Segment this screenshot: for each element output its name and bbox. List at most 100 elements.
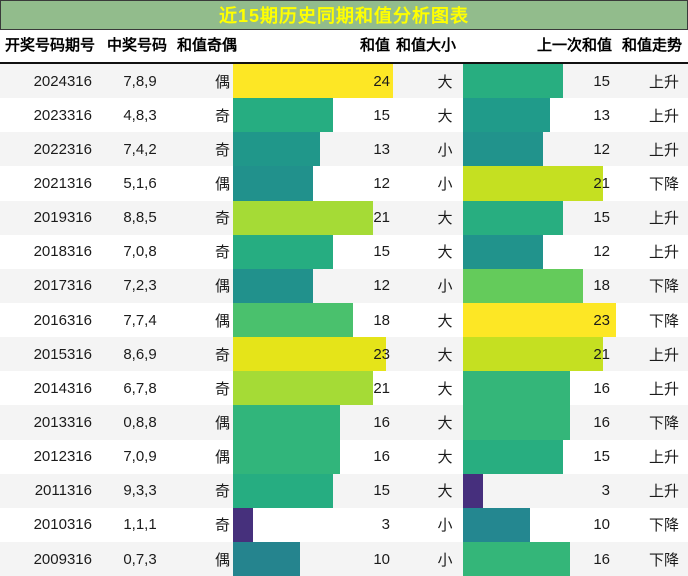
last-sum-value: 15 bbox=[593, 72, 610, 90]
last-sum-value: 16 bbox=[593, 550, 610, 568]
size-cell: 大 bbox=[437, 380, 453, 398]
sum-value: 10 bbox=[373, 550, 390, 568]
last-sum-bar bbox=[463, 302, 616, 338]
sum-value: 3 bbox=[381, 516, 390, 534]
sum-value: 16 bbox=[373, 413, 390, 431]
parity-cell: 奇 bbox=[214, 141, 230, 159]
header-trend: 和值走势 bbox=[622, 37, 683, 54]
last-sum-value: 15 bbox=[593, 209, 610, 227]
parity-cell: 偶 bbox=[214, 414, 230, 432]
parity-cell: 奇 bbox=[214, 517, 230, 535]
sum-bar bbox=[233, 405, 340, 440]
sum-value: 15 bbox=[373, 482, 390, 500]
numbers-cell: 8,6,9 bbox=[123, 345, 157, 363]
header-last-sum: 上一次和值 bbox=[537, 37, 613, 54]
parity-cell: 奇 bbox=[214, 483, 230, 501]
parity-cell: 偶 bbox=[214, 312, 230, 330]
last-sum-bar bbox=[463, 64, 563, 99]
size-cell: 小 bbox=[437, 141, 453, 159]
table-row: 2017316 7,2,3 偶 12 小 18 下降 bbox=[0, 268, 688, 303]
last-sum-value: 21 bbox=[593, 345, 610, 363]
table-rows: 2024316 7,8,9 偶 24 大 15 上升 2023316 4,8,3… bbox=[0, 62, 688, 576]
sum-bar bbox=[233, 507, 253, 542]
period-cell: 2016316 bbox=[33, 311, 92, 329]
sum-value: 12 bbox=[373, 277, 390, 295]
trend-cell: 下降 bbox=[648, 517, 679, 535]
last-sum-value: 13 bbox=[593, 106, 610, 124]
parity-cell: 偶 bbox=[214, 73, 230, 91]
last-sum-bar bbox=[463, 473, 483, 508]
header-parity: 和值奇偶 bbox=[177, 37, 238, 54]
last-sum-value: 16 bbox=[593, 413, 610, 431]
header-size: 和值大小 bbox=[395, 37, 456, 54]
sum-bar bbox=[233, 64, 393, 99]
header-numbers: 中奖号码 bbox=[107, 37, 168, 54]
period-cell: 2010316 bbox=[33, 516, 92, 534]
chart-title-bar: 近15期历史同期和值分析图表 bbox=[0, 0, 688, 30]
last-sum-bar bbox=[463, 98, 550, 133]
last-sum-value: 21 bbox=[593, 174, 610, 192]
trend-cell: 上升 bbox=[648, 346, 679, 364]
table-row: 2013316 0,8,8 偶 16 大 16 下降 bbox=[0, 405, 688, 440]
size-cell: 大 bbox=[437, 244, 453, 262]
period-cell: 2019316 bbox=[33, 209, 92, 227]
sum-value: 12 bbox=[373, 174, 390, 192]
size-cell: 大 bbox=[437, 346, 453, 364]
numbers-cell: 4,8,3 bbox=[123, 106, 157, 124]
last-sum-bar bbox=[463, 541, 570, 576]
last-sum-value: 10 bbox=[593, 516, 610, 534]
last-sum-bar bbox=[463, 439, 563, 474]
size-cell: 小 bbox=[437, 175, 453, 193]
trend-cell: 上升 bbox=[648, 380, 679, 398]
size-cell: 大 bbox=[437, 449, 453, 467]
table-row: 2011316 9,3,3 奇 15 大 3 上升 bbox=[0, 473, 688, 508]
sum-bar bbox=[233, 234, 333, 269]
table-row: 2018316 7,0,8 奇 15 大 12 上升 bbox=[0, 234, 688, 269]
sum-value: 23 bbox=[373, 345, 390, 363]
numbers-cell: 7,0,8 bbox=[123, 243, 157, 261]
trend-cell: 上升 bbox=[648, 449, 679, 467]
parity-cell: 奇 bbox=[214, 380, 230, 398]
sum-bar bbox=[233, 337, 386, 372]
last-sum-bar bbox=[463, 405, 570, 440]
trend-cell: 上升 bbox=[648, 483, 679, 501]
sum-bar bbox=[233, 302, 353, 338]
period-cell: 2013316 bbox=[33, 413, 92, 431]
table-row: 2022316 7,4,2 奇 13 小 12 上升 bbox=[0, 132, 688, 167]
parity-cell: 偶 bbox=[214, 449, 230, 467]
period-cell: 2024316 bbox=[33, 72, 92, 90]
last-sum-bar bbox=[463, 507, 530, 542]
size-cell: 大 bbox=[437, 73, 453, 91]
table-row: 2010316 1,1,1 奇 3 小 10 下降 bbox=[0, 507, 688, 542]
period-cell: 2021316 bbox=[33, 174, 92, 192]
period-cell: 2012316 bbox=[33, 448, 92, 466]
period-cell: 2011316 bbox=[34, 482, 92, 500]
table-row: 2016316 7,7,4 偶 18 大 23 下降 bbox=[0, 302, 688, 338]
last-sum-bar bbox=[463, 371, 570, 406]
period-cell: 2014316 bbox=[33, 379, 92, 397]
numbers-cell: 7,2,3 bbox=[123, 277, 157, 295]
size-cell: 大 bbox=[437, 107, 453, 125]
sum-bar bbox=[233, 371, 373, 406]
trend-cell: 上升 bbox=[648, 244, 679, 262]
trend-cell: 上升 bbox=[648, 73, 679, 91]
sum-bar bbox=[233, 541, 300, 576]
numbers-cell: 1,1,1 bbox=[123, 516, 157, 534]
numbers-cell: 9,3,3 bbox=[123, 482, 157, 500]
sum-bar bbox=[233, 132, 320, 167]
period-cell: 2022316 bbox=[33, 140, 92, 158]
parity-cell: 奇 bbox=[214, 107, 230, 125]
numbers-cell: 7,0,9 bbox=[123, 448, 157, 466]
last-sum-value: 23 bbox=[593, 311, 610, 329]
table-row: 2023316 4,8,3 奇 15 大 13 上升 bbox=[0, 98, 688, 133]
table-row: 2015316 8,6,9 奇 23 大 21 上升 bbox=[0, 337, 688, 372]
sum-bar bbox=[233, 98, 333, 133]
parity-cell: 奇 bbox=[214, 346, 230, 364]
trend-cell: 下降 bbox=[648, 175, 679, 193]
trend-cell: 上升 bbox=[648, 210, 679, 228]
last-sum-bar bbox=[463, 268, 583, 303]
trend-cell: 下降 bbox=[648, 551, 679, 569]
sum-bar bbox=[233, 200, 373, 235]
last-sum-value: 15 bbox=[593, 448, 610, 466]
